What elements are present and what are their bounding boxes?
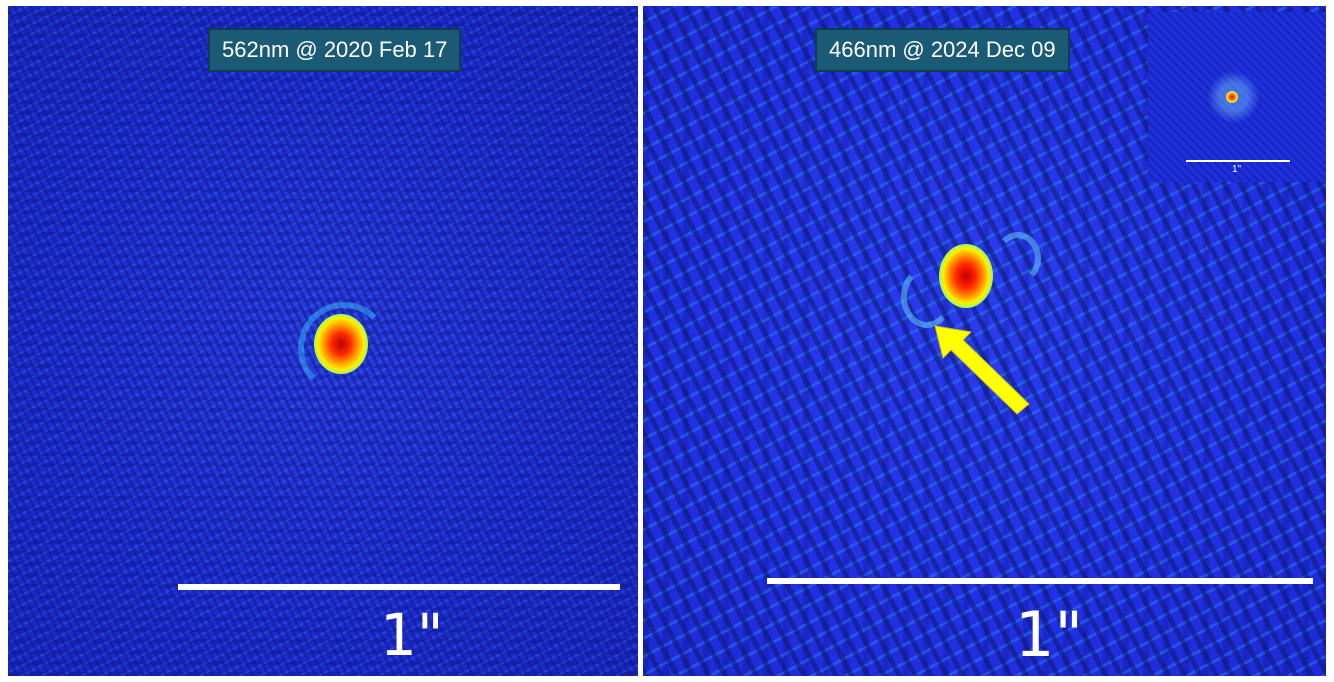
star-psf [314,314,368,374]
scale-bar [178,584,620,590]
left-image-panel: 562nm @ 2020 Feb 17 1" [8,6,638,676]
inset-star-psf [1226,91,1238,103]
companion-feature [901,266,953,328]
inset-scale-label: 1" [1232,164,1242,175]
scale-bar [767,578,1313,584]
wavelength-date-label: 562nm @ 2020 Feb 17 [208,28,462,72]
scale-bar-label: 1" [380,601,444,669]
psf-halo [298,302,390,394]
star-psf [939,244,993,308]
inset-scale-bar [1186,160,1290,162]
wavelength-date-label: 466nm @ 2024 Dec 09 [815,28,1070,72]
psf-halo [995,232,1041,284]
right-image-panel: 466nm @ 2024 Dec 09 1" 1" [643,6,1326,676]
scale-bar-label: 1" [1015,598,1083,671]
arrow-icon [934,325,1030,415]
inset-image: 1" [1148,12,1326,182]
